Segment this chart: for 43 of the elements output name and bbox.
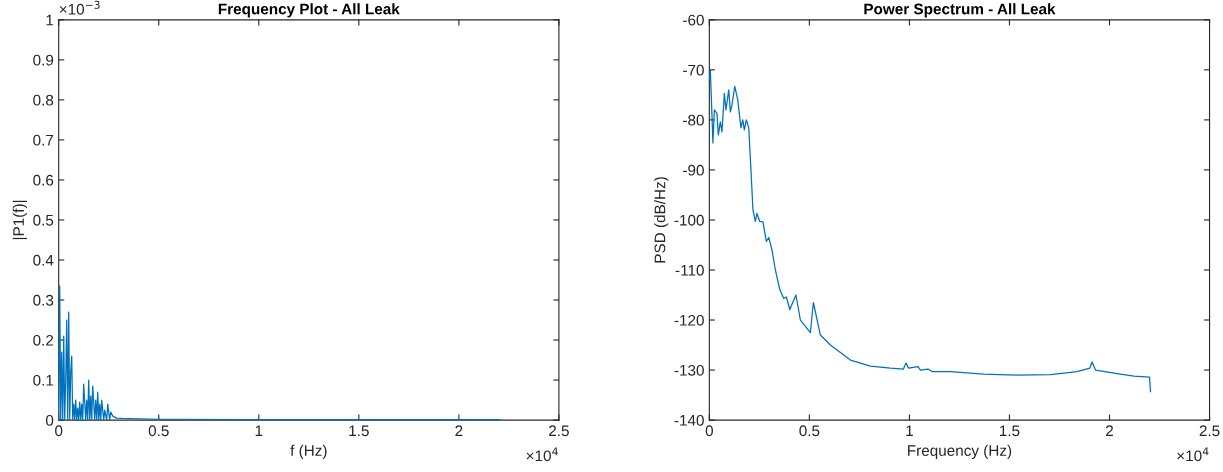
y-tick-label: -60 [683,14,704,26]
x-tick-label: 2 [455,425,463,437]
y-tick-label: 0.9 [33,54,54,66]
y-tick-label: 0.6 [33,174,54,186]
x-tick-label: 1 [255,425,263,437]
y-tick-label: 0.8 [33,94,54,106]
y-tick-label: 1 [46,14,54,26]
line-series [58,285,501,421]
x-tick-label: 1.5 [349,425,369,437]
y-tick-label: 0.7 [33,134,54,146]
y-tick-label: -130 [674,364,704,376]
x-tick-label: 2 [1106,425,1113,437]
y-tick-label: -80 [683,114,704,126]
y-tick-label: -110 [675,264,704,276]
y-tick-label: -120 [674,314,704,326]
y-tick-label: 0.4 [33,254,54,266]
chart-title: Power Spectrum - All Leak [864,3,1056,18]
y-axis-title: |P1(f)| [12,200,28,240]
y-tick-label: -70 [683,64,704,76]
line-series [708,69,1152,393]
y-tick-label: 0 [45,414,54,426]
x-tick-label: 2.5 [549,425,569,437]
y-tick-label: -140 [674,414,704,426]
x-tick-label: 0 [55,425,63,437]
x-tick-label: 2.5 [1199,425,1220,437]
x-axis-title: Frequency (Hz) [908,444,1012,459]
x-tick-label: 0 [705,425,713,437]
y-tick-label: 0.5 [33,214,54,226]
chart-title: Frequency Plot - All Leak [218,3,400,18]
y-axis-title: PSD (dB/Hz) [654,177,669,263]
x-tick-label: 0.5 [148,425,169,437]
x-axis-title: f (Hz) [290,444,327,459]
text: ×10$^{4}$ [526,447,558,462]
x-tick-label: 1 [906,425,913,437]
y-tick-label: 0.3 [33,294,54,306]
x-tick-label: 0.5 [799,425,820,437]
y-tick-label: -100 [674,214,704,226]
text: ×10$^{4}$ [1177,447,1209,462]
y-tick-label: 0.2 [33,334,54,346]
y-tick-label: 0.1 [33,374,54,386]
text: ×10$^{−3}$ [59,0,100,15]
x-tick-label: 1.5 [1000,425,1020,437]
y-tick-label: -90 [683,164,704,176]
